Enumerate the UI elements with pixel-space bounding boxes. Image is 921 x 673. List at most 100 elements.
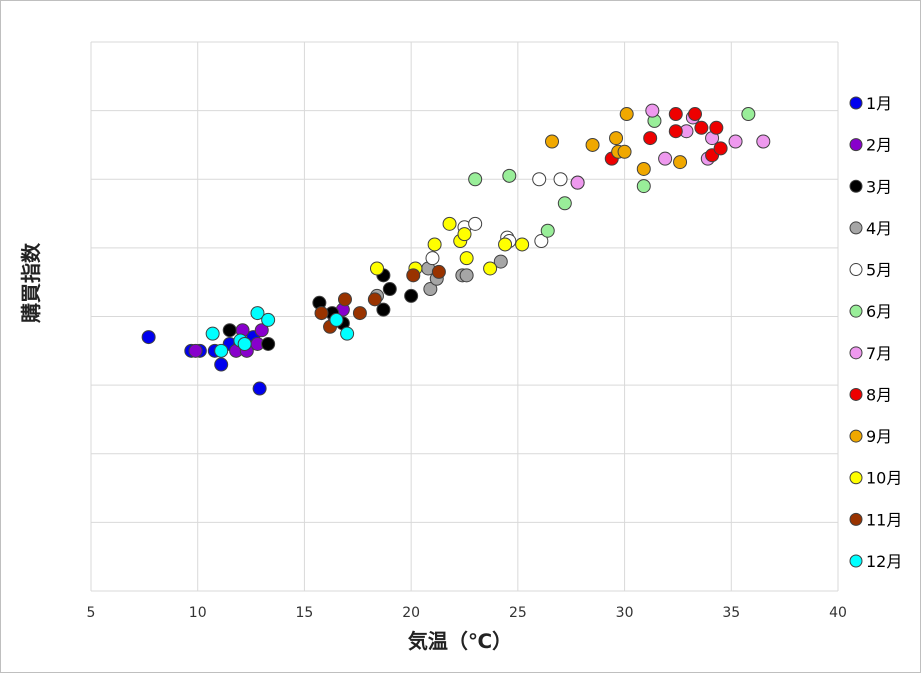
data-point <box>756 134 771 149</box>
data-point <box>459 251 474 266</box>
x-tick-label: 25 <box>509 605 527 621</box>
data-point <box>382 282 397 297</box>
data-point <box>502 168 517 183</box>
data-point <box>498 237 513 252</box>
data-point <box>515 237 530 252</box>
data-point <box>741 107 756 122</box>
data-point <box>728 134 743 149</box>
legend-label: 1月 <box>866 94 892 113</box>
legend-marker <box>849 304 863 318</box>
data-point <box>406 268 421 283</box>
data-point <box>694 120 709 135</box>
legend-label: 7月 <box>866 344 892 363</box>
data-point <box>534 234 549 249</box>
grid-lines <box>90 41 839 592</box>
data-point <box>619 107 634 122</box>
data-point <box>425 251 440 266</box>
x-tick-label: 15 <box>296 605 314 621</box>
data-point <box>713 141 728 156</box>
data-point <box>483 261 498 276</box>
data-points <box>141 103 771 396</box>
data-point <box>352 306 367 321</box>
data-point <box>214 343 229 358</box>
data-point <box>585 137 600 152</box>
data-point <box>468 216 483 231</box>
legend-marker <box>849 138 863 152</box>
data-point <box>540 223 555 238</box>
legend-marker <box>849 471 863 485</box>
data-point <box>367 292 382 307</box>
data-point <box>237 336 252 351</box>
legend-label: 8月 <box>866 385 892 404</box>
x-tick-label: 35 <box>722 605 740 621</box>
data-point <box>214 357 229 372</box>
data-point <box>188 343 203 358</box>
data-point <box>617 144 632 159</box>
data-point <box>423 282 438 297</box>
data-point <box>314 306 329 321</box>
data-point <box>141 330 156 345</box>
data-point <box>254 323 269 338</box>
data-point <box>709 120 724 135</box>
data-point <box>532 172 547 187</box>
legend-label: 11月 <box>866 510 902 529</box>
data-point <box>442 216 457 231</box>
legend-label: 3月 <box>866 177 892 196</box>
x-tick-label: 30 <box>616 605 634 621</box>
data-point <box>329 312 344 327</box>
data-point <box>205 326 220 341</box>
data-point <box>252 381 267 396</box>
data-point <box>222 323 237 338</box>
data-point <box>645 103 660 118</box>
legend-marker <box>849 179 863 193</box>
data-point <box>404 288 419 303</box>
data-point <box>340 326 355 341</box>
data-point <box>668 107 683 122</box>
legend-marker <box>849 387 863 401</box>
data-point <box>493 254 508 269</box>
data-point <box>553 172 568 187</box>
legend-marker <box>849 554 863 568</box>
data-point <box>431 264 446 279</box>
data-point <box>468 172 483 187</box>
legend-label: 12月 <box>866 552 902 571</box>
data-point <box>369 261 384 276</box>
legend-marker <box>849 512 863 526</box>
legend-label: 10月 <box>866 469 902 488</box>
legend-label: 2月 <box>866 136 892 155</box>
data-point <box>668 124 683 139</box>
data-point <box>337 292 352 307</box>
x-axis-title: 気温（℃） <box>408 629 512 653</box>
data-point <box>688 107 703 122</box>
data-point <box>673 155 688 170</box>
legend-marker <box>849 221 863 235</box>
x-tick-label: 10 <box>189 605 207 621</box>
legend-marker <box>849 346 863 360</box>
legend-label: 9月 <box>866 427 892 446</box>
x-tick-labels: 5 10 15 20 25 30 35 40 <box>87 605 847 621</box>
data-point <box>376 302 391 317</box>
data-point <box>261 336 276 351</box>
legend-label: 5月 <box>866 261 892 280</box>
data-point <box>570 175 585 190</box>
legend-marker <box>849 263 863 277</box>
data-point <box>658 151 673 166</box>
x-tick-label: 20 <box>402 605 420 621</box>
x-tick-label: 5 <box>87 605 96 621</box>
data-point <box>636 161 651 176</box>
data-point <box>250 306 265 321</box>
data-point <box>545 134 560 149</box>
legend-marker <box>849 429 863 443</box>
data-point <box>643 131 658 146</box>
data-point <box>261 312 276 327</box>
data-point <box>427 237 442 252</box>
data-point <box>609 131 624 146</box>
legend-label: 4月 <box>866 219 892 238</box>
data-point <box>636 179 651 194</box>
data-point <box>557 196 572 211</box>
x-tick-label: 40 <box>829 605 847 621</box>
data-point <box>457 227 472 242</box>
legend-label: 6月 <box>866 302 892 321</box>
data-point <box>459 268 474 283</box>
